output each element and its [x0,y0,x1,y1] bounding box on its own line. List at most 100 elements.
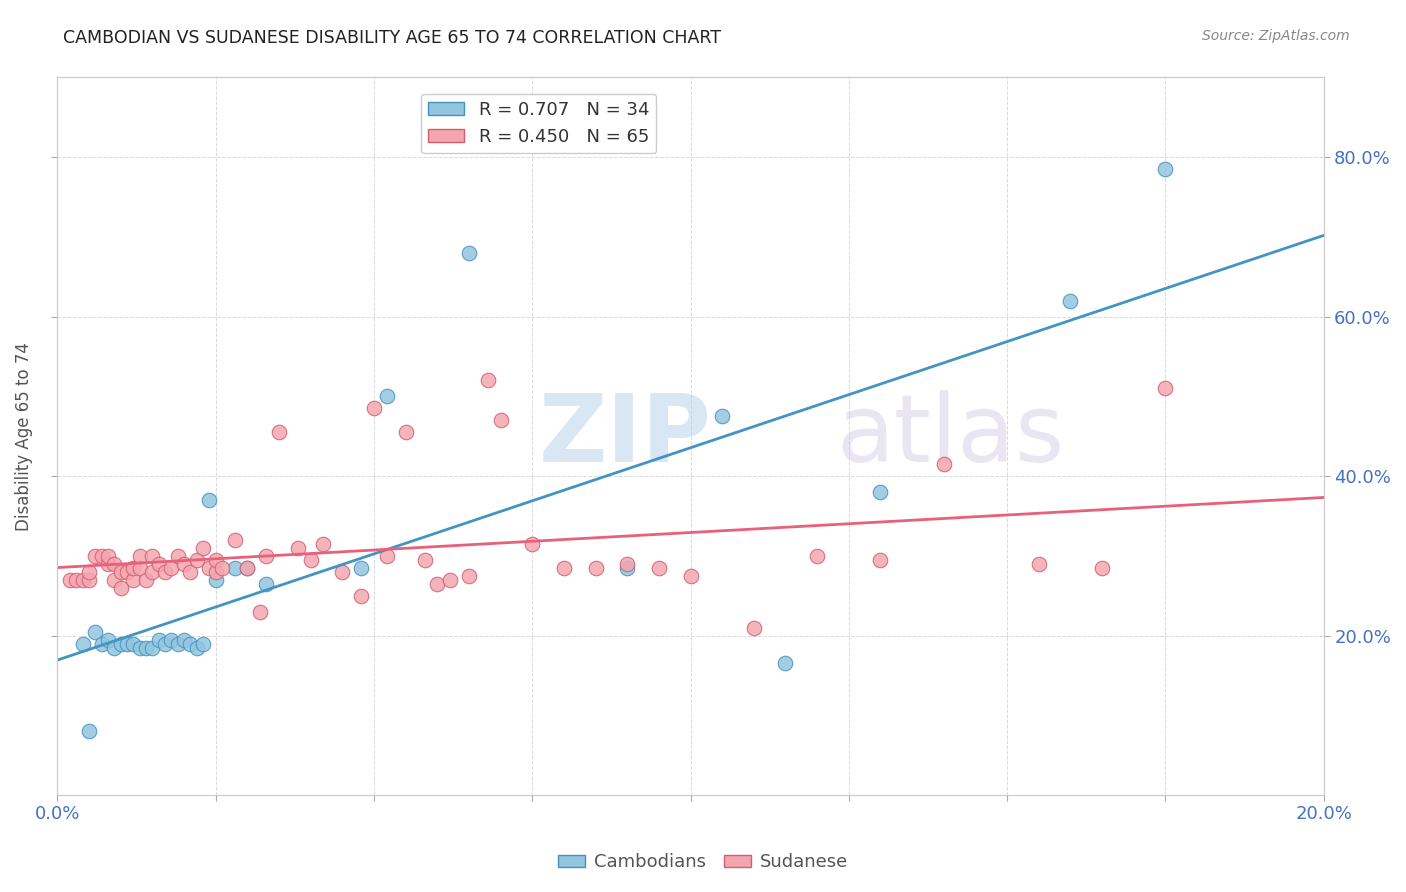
Point [97,557,120,571]
Point [204,565,226,579]
Point [153,565,176,579]
Point [59,573,82,587]
Point [97,632,120,647]
Point [236,561,259,575]
Point [173,557,195,571]
Point [350,561,373,575]
Point [160,561,183,575]
Point [439,573,461,587]
Point [287,541,309,555]
Point [363,401,385,416]
Point [1091,561,1114,575]
Point [204,573,226,587]
Point [198,561,221,575]
Point [477,373,499,387]
Point [375,549,398,563]
Point [115,636,138,650]
Point [166,636,188,650]
Point [267,425,290,440]
Point [413,553,436,567]
Point [97,549,120,563]
Point [103,557,125,571]
Point [115,565,138,579]
Point [457,569,479,583]
Point [110,565,132,579]
Point [249,605,271,619]
Text: atlas: atlas [837,391,1064,483]
Point [648,561,671,575]
Point [254,549,277,563]
Point [350,589,373,603]
Point [90,636,112,650]
Point [553,561,575,575]
Point [1154,381,1177,395]
Point [711,409,734,424]
Point [65,573,87,587]
Point [254,576,277,591]
Point [224,561,246,575]
Point [90,549,112,563]
Point [173,632,195,647]
Point [394,425,416,440]
Point [128,561,150,575]
Point [166,549,188,563]
Point [72,573,94,587]
Point [84,549,107,563]
Point [1154,162,1177,177]
Text: ZIP: ZIP [538,391,711,483]
Point [375,389,398,403]
Point [148,632,170,647]
Point [186,553,208,567]
Point [103,573,125,587]
Point [869,553,891,567]
Point [103,640,125,655]
Point [141,549,163,563]
Point [122,573,145,587]
Point [84,624,107,639]
Y-axis label: Disability Age 65 to 74: Disability Age 65 to 74 [15,342,32,531]
Point [179,636,201,650]
Point [191,636,214,650]
Text: Source: ZipAtlas.com: Source: ZipAtlas.com [1202,29,1350,43]
Point [869,485,891,500]
Point [299,553,322,567]
Point [128,640,150,655]
Point [122,561,145,575]
Point [179,565,201,579]
Point [141,640,163,655]
Point [224,533,246,547]
Point [186,640,208,655]
Point [153,636,176,650]
Point [135,640,157,655]
Point [160,632,183,647]
Point [191,541,214,555]
Point [77,724,100,739]
Legend: R = 0.707   N = 34, R = 0.450   N = 65: R = 0.707 N = 34, R = 0.450 N = 65 [420,94,657,153]
Point [312,537,335,551]
Point [110,581,132,595]
Point [330,565,353,579]
Point [775,657,797,671]
Point [148,557,170,571]
Point [72,636,94,650]
Point [742,621,765,635]
Point [77,573,100,587]
Point [204,553,226,567]
Legend: Cambodians, Sudanese: Cambodians, Sudanese [551,847,855,879]
Point [616,557,638,571]
Point [457,245,479,260]
Point [135,573,157,587]
Point [932,457,955,471]
Point [616,561,638,575]
Point [1028,557,1050,571]
Point [489,413,512,427]
Point [77,565,100,579]
Point [110,636,132,650]
Point [141,565,163,579]
Point [806,549,828,563]
Point [128,549,150,563]
Point [211,561,233,575]
Point [522,537,544,551]
Point [122,636,145,650]
Point [679,569,702,583]
